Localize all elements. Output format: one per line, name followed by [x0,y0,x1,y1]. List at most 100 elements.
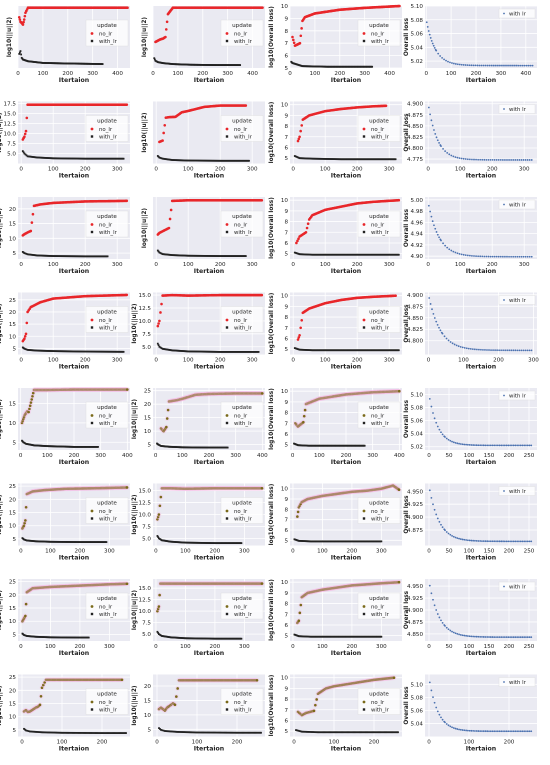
x-tick-label: 400 [112,71,123,77]
legend-label-no-lr: no_lr [371,127,385,133]
legend-label-with-lr: with_lr [234,421,253,427]
data-point [45,157,48,159]
data-point [125,293,129,297]
data-point [98,157,101,160]
x-tick-label: 300 [367,453,378,459]
x-tick-label: 300 [230,453,241,459]
y-tick-label: 20 [144,402,152,408]
y-tick-label: 10 [281,389,289,395]
x-axis-label: Itertaion [59,173,89,180]
data-point [162,157,165,160]
data-point [458,252,461,255]
data-point [510,444,513,447]
data-point [181,159,184,162]
y-tick-label: 6 [284,145,288,151]
data-point [522,159,525,161]
data-point [451,342,454,345]
data-point [97,157,100,160]
x-tick-label: 0 [154,167,158,173]
x-tick-label: 100 [173,71,184,77]
data-point [91,157,94,160]
y-tick-label: 5 [12,251,16,257]
data-point [88,157,90,160]
legend-title: update [232,23,252,29]
data-point [494,64,497,67]
data-point [498,444,501,447]
data-point [435,421,438,424]
data-point [203,159,206,162]
data-point [445,59,447,62]
data-point [430,119,433,122]
subplot-0-2: 0 100 200 300 4005678910Itertaionlog10(Overa… [269,4,402,84]
data-point [213,159,216,162]
x-tick-label: 300 [384,358,395,364]
legend-title: update [97,310,117,316]
data-point [208,159,211,162]
data-point [159,495,163,499]
data-point [454,63,457,65]
data-point [436,425,439,428]
data-point [21,23,25,26]
y-axis-label: log10(||u||2) [132,494,138,534]
y-tick-label: 8 [284,124,288,130]
x-tick-label: 100 [320,358,331,364]
x-tick-label: 300 [112,167,123,173]
data-point [164,158,167,160]
data-point [456,156,459,159]
data-point [234,159,237,162]
data-point [33,156,36,159]
x-tick-label: 300 [112,262,123,268]
data-point [30,155,33,158]
data-point [37,156,40,159]
data-point [230,159,233,162]
x-tick-label: 0 [427,358,431,364]
data-point [466,64,469,67]
data-point [462,253,465,256]
data-point [461,443,464,446]
legend-marker-no-lr [90,223,94,226]
data-point [114,157,116,160]
data-point [514,255,517,258]
data-point [530,159,533,161]
x-tick-label: 300 [519,262,530,268]
data-point [530,349,533,352]
data-point [489,158,492,161]
data-point [111,157,113,160]
data-point [524,349,527,352]
legend-marker-no-lr [362,318,366,322]
data-point [74,157,77,160]
y-axis-label: Overall loss [404,113,410,152]
data-point [162,131,165,135]
data-point [506,255,508,258]
x-tick-label: 0 [19,167,23,173]
data-point [489,444,492,447]
data-point [394,294,397,298]
data-point [498,64,501,67]
legend-marker-with-lr [362,39,366,43]
data-point [226,159,229,162]
data-point [299,34,303,38]
data-point [25,321,29,325]
subplot-4-2: 0 100 200 300 4005678910Itertaionlog10(Overa… [269,388,405,466]
data-point [519,64,522,67]
data-point [113,157,115,160]
y-tick-label: 7 [284,326,288,332]
legend-marker-no-lr [225,414,229,417]
y-axis-label: log10(||u||2) [0,399,3,439]
data-point [298,41,302,45]
data-point [107,157,110,160]
data-point [459,443,462,445]
data-point [491,159,494,161]
data-point [240,159,243,162]
data-point [442,147,444,150]
data-point [484,349,486,351]
legend-marker-with-lr [225,39,229,43]
data-point [101,63,104,65]
data-point [173,159,175,161]
data-point [32,156,35,158]
x-tick-label: 0 [16,71,20,77]
x-tick-label: 300 [112,358,123,364]
data-point [500,64,502,67]
legend-label-no-lr: no_lr [371,223,385,229]
data-point [492,349,494,352]
